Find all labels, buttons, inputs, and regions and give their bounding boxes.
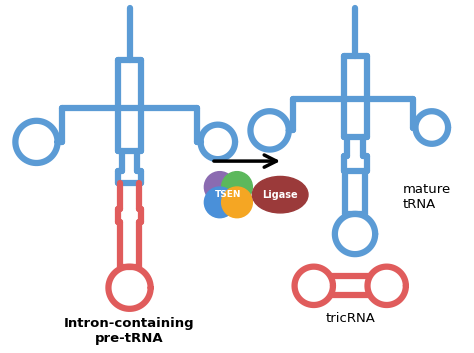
Text: tricRNA: tricRNA bbox=[325, 312, 375, 325]
Circle shape bbox=[222, 187, 252, 218]
Text: mature
tRNA: mature tRNA bbox=[403, 183, 451, 211]
Text: Ligase: Ligase bbox=[263, 190, 298, 200]
Text: Intron-containing
pre-tRNA: Intron-containing pre-tRNA bbox=[64, 317, 195, 346]
Ellipse shape bbox=[252, 176, 308, 213]
Text: TSEN: TSEN bbox=[215, 190, 242, 199]
Circle shape bbox=[204, 172, 235, 202]
Circle shape bbox=[222, 172, 252, 202]
Circle shape bbox=[204, 187, 235, 218]
